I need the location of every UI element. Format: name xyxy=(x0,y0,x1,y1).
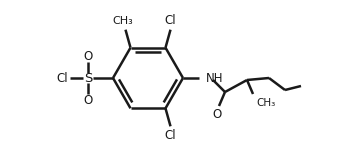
Text: O: O xyxy=(84,93,92,106)
Text: S: S xyxy=(84,71,92,84)
Text: Cl: Cl xyxy=(56,71,68,84)
Text: Cl: Cl xyxy=(165,14,176,27)
Text: CH₃: CH₃ xyxy=(112,16,133,26)
Text: NH: NH xyxy=(206,71,223,84)
Text: Cl: Cl xyxy=(165,129,176,142)
Text: O: O xyxy=(212,108,222,120)
Text: CH₃: CH₃ xyxy=(256,98,275,108)
Text: O: O xyxy=(84,49,92,62)
